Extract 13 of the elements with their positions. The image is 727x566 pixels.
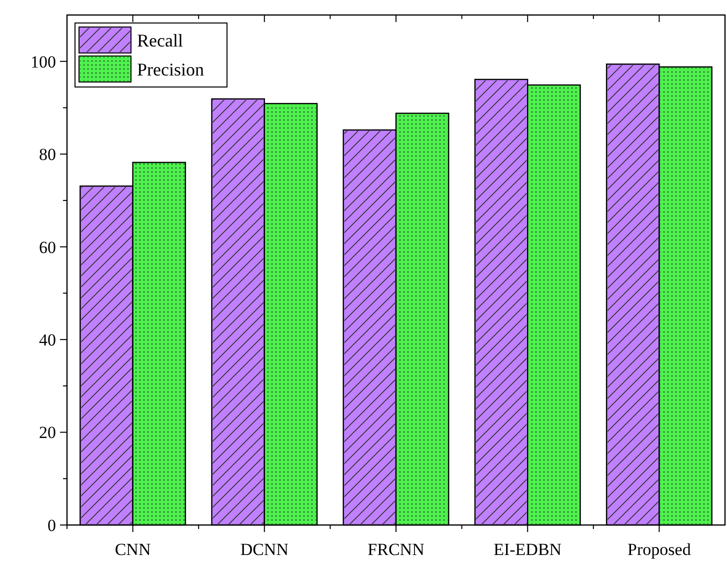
y-tick-label: 100 xyxy=(30,52,56,72)
x-tick-label: FRCNN xyxy=(368,540,424,559)
legend-label: Recall xyxy=(137,30,183,50)
x-tick-label: CNN xyxy=(114,540,151,559)
y-tick-label: 0 xyxy=(48,516,56,535)
x-tick-label: Proposed xyxy=(628,540,692,559)
x-tick-label: EI-EDBN xyxy=(494,540,562,559)
y-tick-label: 80 xyxy=(39,145,56,164)
x-tick-label: DCNN xyxy=(240,540,288,559)
y-tick-label: 40 xyxy=(39,330,56,350)
legend-label: Precision xyxy=(137,59,204,80)
y-tick-label: 60 xyxy=(39,238,56,257)
y-tick-label: 20 xyxy=(39,423,56,442)
